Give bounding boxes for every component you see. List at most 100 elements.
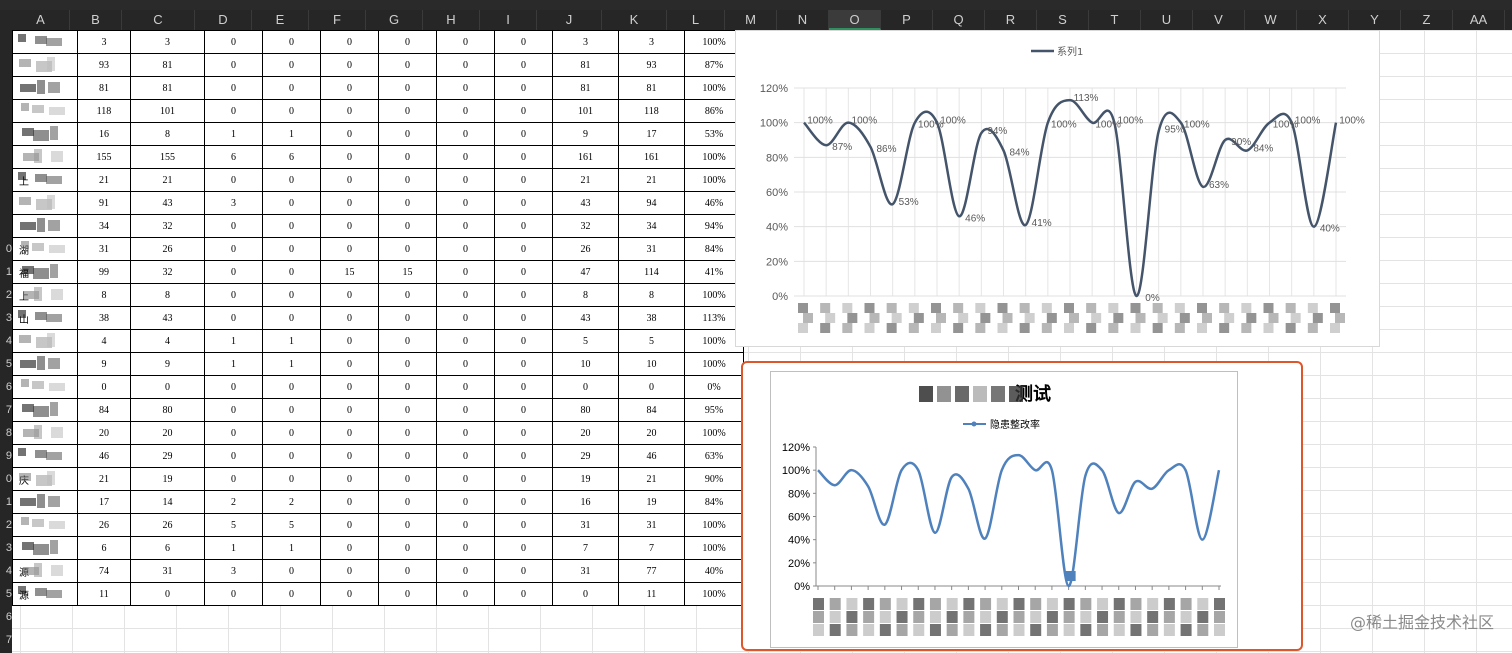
cell-g[interactable]: 0 [378,421,437,445]
cell-e[interactable]: 0 [262,237,321,261]
cell-i[interactable]: 0 [494,260,553,284]
cell-k[interactable]: 31 [618,513,685,537]
cell-i[interactable]: 0 [494,329,553,353]
cell-h[interactable]: 0 [436,398,495,422]
cell-d[interactable]: 0 [204,582,263,606]
row-header[interactable]: 5 [5,588,12,600]
cell-e[interactable]: 0 [262,283,321,307]
cell-i[interactable]: 0 [494,122,553,146]
cell-c[interactable]: 81 [130,53,205,77]
column-header-v[interactable]: V [1193,10,1245,30]
cell-c[interactable]: 21 [130,168,205,192]
column-header-n[interactable]: N [777,10,829,30]
cell-e[interactable]: 0 [262,306,321,330]
cell-i[interactable]: 0 [494,30,553,54]
cell-c[interactable]: 6 [130,536,205,560]
cell-f[interactable]: 0 [320,214,379,238]
cell-f[interactable]: 0 [320,76,379,100]
row-header[interactable]: 7 [5,634,12,646]
cell-k[interactable]: 10 [618,352,685,376]
cell-c[interactable]: 4 [130,329,205,353]
cell-e[interactable]: 2 [262,490,321,514]
cell-l[interactable]: 63% [684,444,744,468]
cell-k[interactable]: 81 [618,76,685,100]
cell-j[interactable]: 9 [552,122,619,146]
cell-i[interactable]: 0 [494,168,553,192]
cell-e[interactable]: 0 [262,214,321,238]
cell-h[interactable]: 0 [436,375,495,399]
cell-f[interactable]: 0 [320,30,379,54]
cell-c[interactable]: 43 [130,306,205,330]
row-header[interactable] [0,100,12,123]
cell-i[interactable]: 0 [494,191,553,215]
cell-k[interactable]: 34 [618,214,685,238]
cell-c[interactable]: 26 [130,237,205,261]
cell-h[interactable]: 0 [436,352,495,376]
cell-d[interactable]: 0 [204,421,263,445]
row-header[interactable]: 6 [5,381,12,393]
cell-b[interactable]: 155 [77,145,131,169]
row-header[interactable]: 2 [5,289,12,301]
column-header-z[interactable]: Z [1401,10,1453,30]
column-header-q[interactable]: Q [933,10,985,30]
cell-b[interactable]: 4 [77,329,131,353]
cell-e[interactable]: 0 [262,582,321,606]
cell-f[interactable]: 0 [320,536,379,560]
row-header[interactable] [0,31,12,54]
cell-c[interactable]: 29 [130,444,205,468]
cell-f[interactable]: 0 [320,444,379,468]
cell-g[interactable]: 0 [378,352,437,376]
cell-e[interactable]: 0 [262,76,321,100]
cell-h[interactable]: 0 [436,214,495,238]
cell-c[interactable]: 14 [130,490,205,514]
cell-k[interactable]: 11 [618,582,685,606]
cell-e[interactable]: 0 [262,53,321,77]
column-header-m[interactable]: M [725,10,777,30]
cell-k[interactable]: 161 [618,145,685,169]
cell-h[interactable]: 0 [436,490,495,514]
cell-e[interactable]: 0 [262,444,321,468]
cell-k[interactable]: 94 [618,191,685,215]
line-chart-1[interactable]: 0% 20% 40% 60% 80% 100% 120% 100% 87% 100% 86% 53% 1… [735,30,1380,347]
cell-h[interactable]: 0 [436,329,495,353]
cell-i[interactable]: 0 [494,145,553,169]
cell-h[interactable]: 0 [436,582,495,606]
cell-g[interactable]: 0 [378,145,437,169]
cell-f[interactable]: 0 [320,375,379,399]
cell-g[interactable]: 0 [378,168,437,192]
cell-d[interactable]: 0 [204,76,263,100]
cell-k[interactable]: 7 [618,536,685,560]
cell-i[interactable]: 0 [494,214,553,238]
cell-k[interactable]: 84 [618,398,685,422]
cell-g[interactable]: 15 [378,260,437,284]
cell-e[interactable]: 1 [262,122,321,146]
row-header[interactable]: 4 [5,565,12,577]
cell-c[interactable]: 32 [130,260,205,284]
cell-j[interactable]: 26 [552,237,619,261]
row-header[interactable]: 0 [5,473,12,485]
cell-j[interactable]: 19 [552,467,619,491]
cell-e[interactable]: 0 [262,99,321,123]
row-header[interactable] [0,123,12,146]
cell-e[interactable]: 0 [262,168,321,192]
cell-name[interactable] [12,490,78,514]
column-header-y[interactable]: Y [1349,10,1401,30]
cell-g[interactable]: 0 [378,490,437,514]
cell-j[interactable]: 31 [552,513,619,537]
cell-d[interactable]: 0 [204,30,263,54]
cell-h[interactable]: 0 [436,30,495,54]
cell-j[interactable]: 43 [552,306,619,330]
cell-h[interactable]: 0 [436,237,495,261]
cell-e[interactable]: 6 [262,145,321,169]
cell-c[interactable]: 26 [130,513,205,537]
column-header-d[interactable]: D [195,10,252,30]
cell-d[interactable]: 5 [204,513,263,537]
cell-l[interactable]: 86% [684,99,744,123]
cell-k[interactable]: 93 [618,53,685,77]
cell-b[interactable]: 21 [77,168,131,192]
cell-g[interactable]: 0 [378,582,437,606]
cell-d[interactable]: 0 [204,283,263,307]
cell-j[interactable]: 0 [552,582,619,606]
cell-b[interactable]: 6 [77,536,131,560]
cell-f[interactable]: 0 [320,329,379,353]
